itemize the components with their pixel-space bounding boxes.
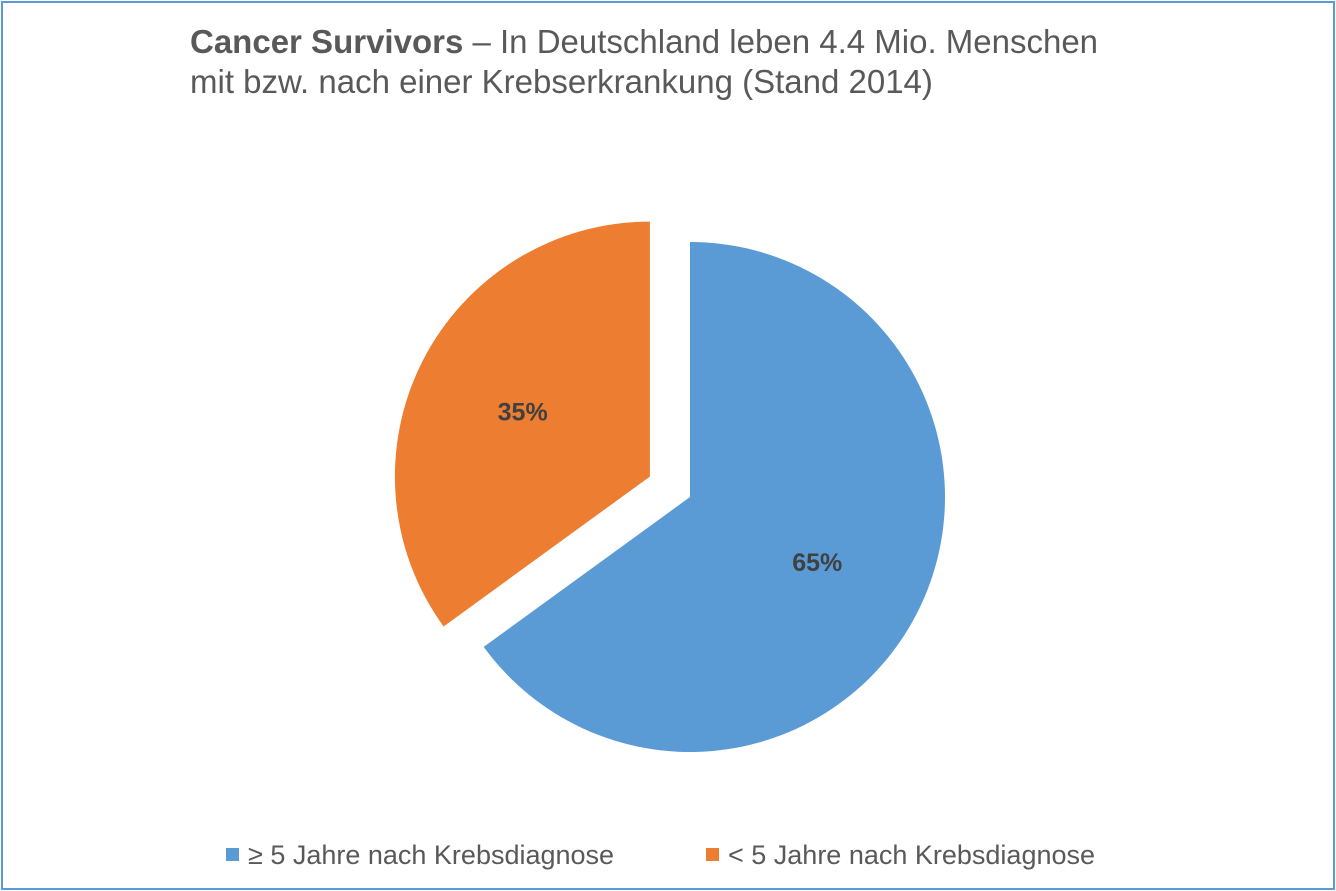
legend-label-ge5: ≥ 5 Jahre nach Krebsdiagnose xyxy=(248,840,615,870)
chart-title-line2: mit bzw. nach einer Krebserkrankung (Sta… xyxy=(190,63,933,100)
legend-item-ge5: ≥ 5 Jahre nach Krebsdiagnose xyxy=(226,840,614,871)
data-label-ge5: 65% xyxy=(792,549,842,577)
pie-slice-lt5 xyxy=(394,221,650,627)
chart-legend: ≥ 5 Jahre nach Krebsdiagnose < 5 Jahre n… xyxy=(0,836,1336,876)
legend-swatch-lt5 xyxy=(706,848,719,862)
chart-title-bold: Cancer Survivors xyxy=(190,23,464,60)
pie-slice-ge5 xyxy=(483,242,945,752)
chart-title-rest: – In Deutschland leben 4.4 Mio. Menschen xyxy=(463,23,1099,60)
chart-title: Cancer Survivors – In Deutschland leben … xyxy=(190,22,1290,102)
data-label-lt5: 35% xyxy=(498,399,548,427)
legend-item-lt5: < 5 Jahre nach Krebsdiagnose xyxy=(706,840,1095,871)
legend-label-lt5: < 5 Jahre nach Krebsdiagnose xyxy=(728,840,1096,870)
legend-swatch-ge5 xyxy=(226,848,239,862)
